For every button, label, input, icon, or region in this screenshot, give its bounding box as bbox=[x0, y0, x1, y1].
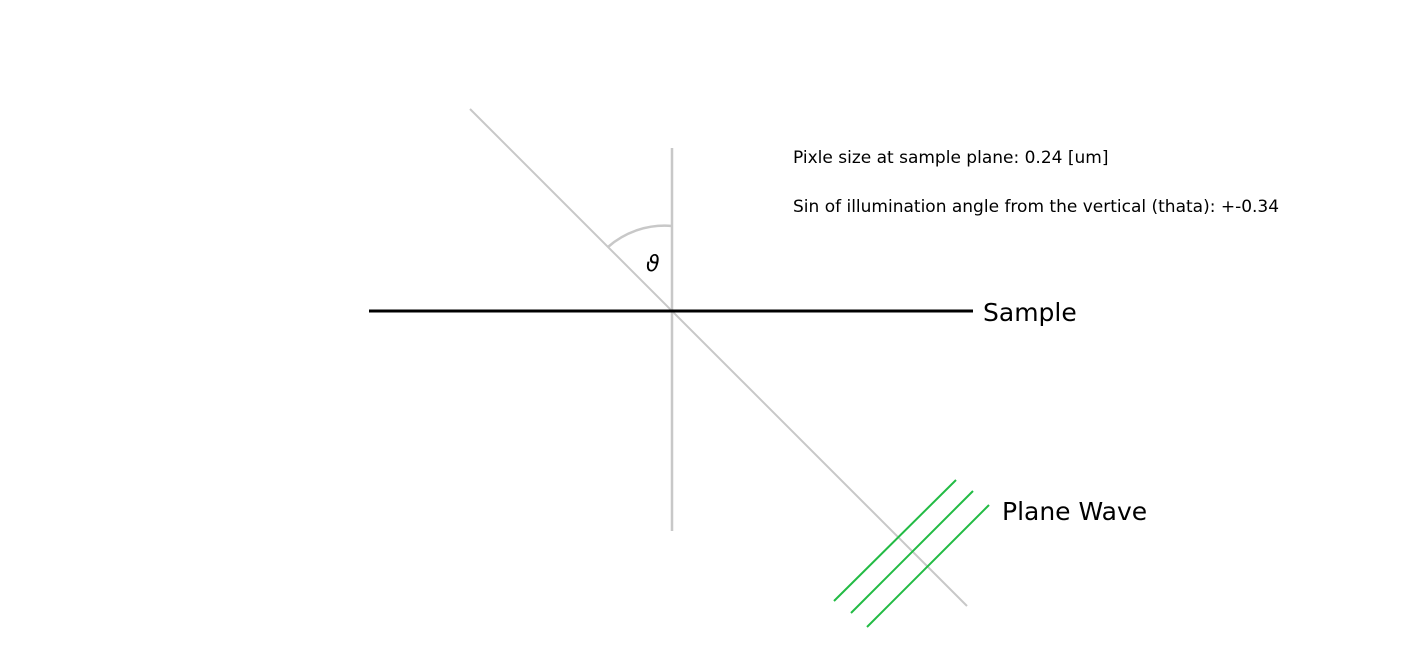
plane-wave-front-2 bbox=[850, 490, 974, 614]
plane-wave-front-3 bbox=[866, 504, 990, 628]
pixel-size-text: Pixle size at sample plane: 0.24 [um] bbox=[793, 148, 1108, 168]
angle-arc bbox=[607, 224, 673, 248]
plane-wave-front-1 bbox=[833, 479, 957, 602]
angle-theta-label: ϑ bbox=[646, 252, 660, 277]
illumination-angle-text: Sin of illumination angle from the verti… bbox=[793, 197, 1279, 217]
sample-label: Sample bbox=[983, 298, 1077, 327]
illumination-direction-line bbox=[469, 108, 968, 607]
plane-wave-label: Plane Wave bbox=[1002, 497, 1147, 526]
